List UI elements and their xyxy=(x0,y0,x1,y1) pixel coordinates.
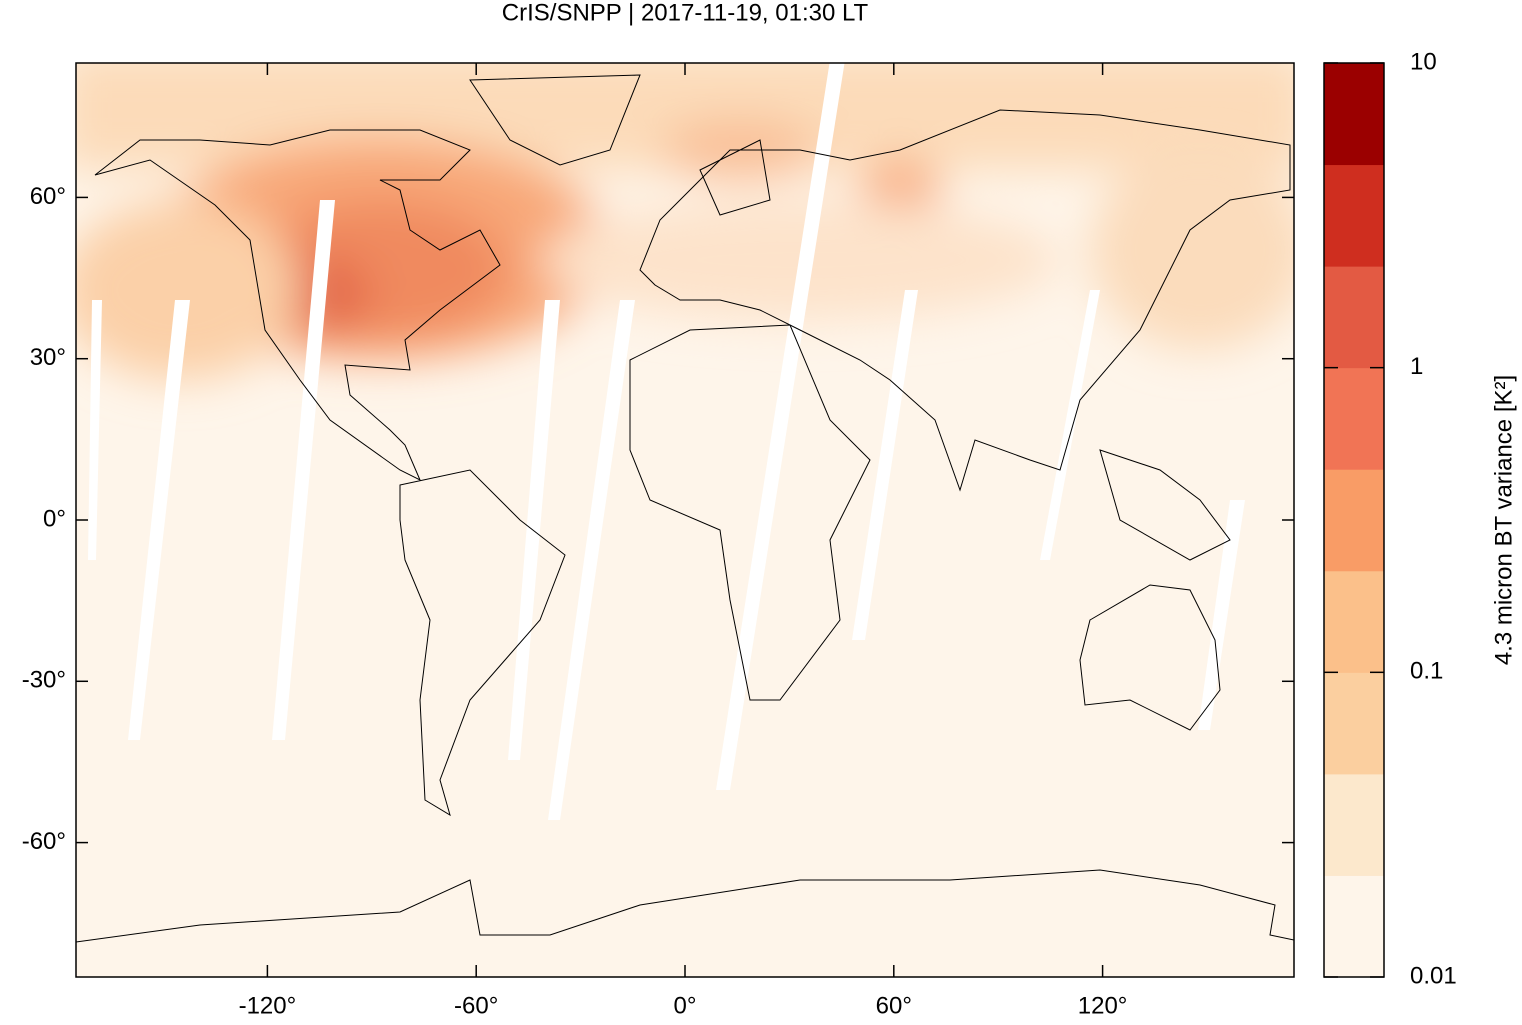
data-gaps xyxy=(88,63,1245,820)
colorbar-tick-label: 10 xyxy=(1410,48,1437,75)
colorbar-frame xyxy=(1323,62,1385,978)
colorbar-tick-label: 1 xyxy=(1410,353,1423,380)
y-tick-label: -30° xyxy=(22,667,66,694)
y-tick-label: 0° xyxy=(43,505,66,532)
colorbar-band xyxy=(1324,164,1384,267)
x-tick-label: 120° xyxy=(1078,992,1128,1019)
chart-title: CrIS/SNPP | 2017-11-19, 01:30 LT xyxy=(502,0,869,26)
colorbar-band xyxy=(1324,570,1384,673)
x-tick-label: -60° xyxy=(454,992,498,1019)
colorbar-band xyxy=(1324,367,1384,470)
x-tick-label: 0° xyxy=(674,992,697,1019)
variance-shading xyxy=(76,63,1294,380)
y-tick-label: 60° xyxy=(30,183,66,210)
colorbar-band xyxy=(1324,266,1384,369)
colorbar-tick-label: 0.01 xyxy=(1410,962,1457,989)
colorbar-band xyxy=(1324,469,1384,572)
x-tick-label: -120° xyxy=(239,992,297,1019)
colorbar-tick-label: 0.1 xyxy=(1410,658,1443,685)
colorbar xyxy=(1324,63,1384,978)
colorbar-band xyxy=(1324,63,1384,166)
colorbar-label: 4.3 micron BT variance [K²] xyxy=(1490,375,1517,665)
coastlines xyxy=(76,74,1294,943)
colorbar-band xyxy=(1324,672,1384,775)
colorbar-band xyxy=(1324,773,1384,876)
map-field xyxy=(76,63,1294,977)
y-tick-label: 30° xyxy=(30,344,66,371)
colorbar-band xyxy=(1324,875,1384,978)
x-tick-label: 60° xyxy=(876,992,912,1019)
y-tick-label: -60° xyxy=(22,828,66,855)
